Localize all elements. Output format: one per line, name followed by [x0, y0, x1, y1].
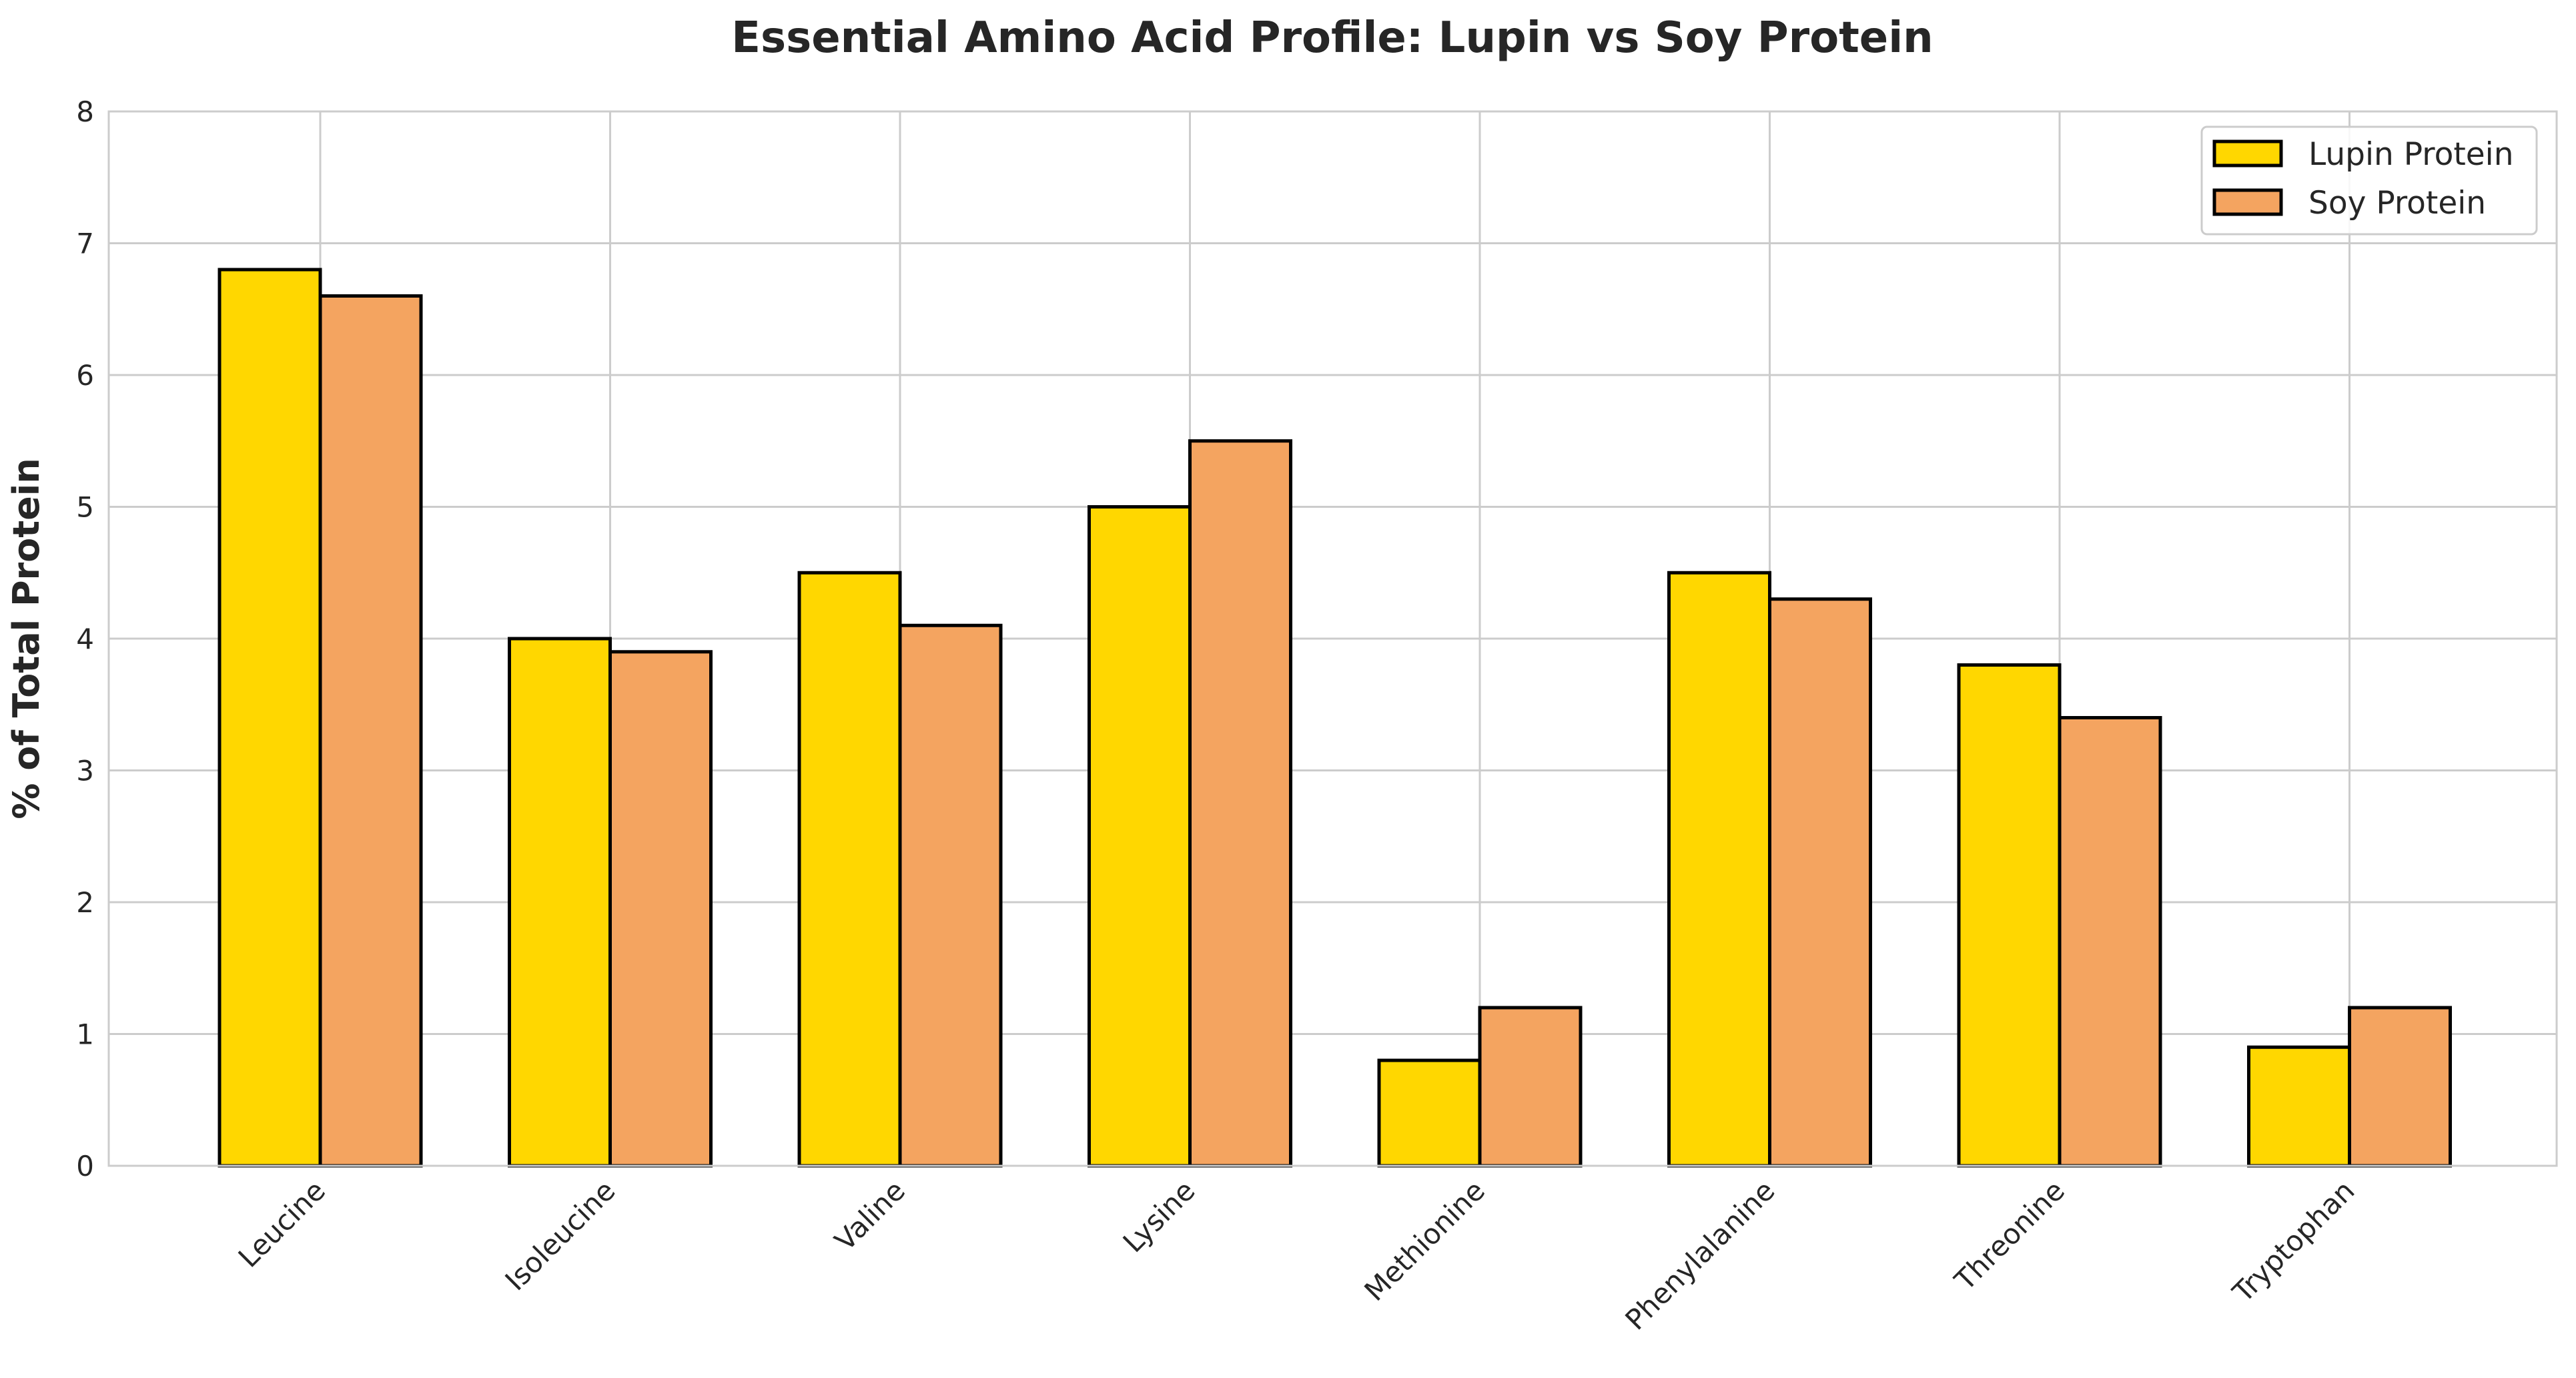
legend: Lupin Protein Soy Protein: [2200, 125, 2538, 236]
y-tick-label: 5: [76, 491, 94, 524]
bars: [218, 268, 2452, 1168]
lupin-bar-lysine: [1088, 505, 1192, 1168]
soy-bar-leucine: [318, 294, 423, 1168]
x-tick-label: Methionine: [1358, 1174, 1491, 1307]
x-tick-label: Isoleucine: [499, 1174, 622, 1297]
y-tick-label: 6: [76, 359, 94, 392]
soy-bar-phenylalanine: [1768, 597, 1872, 1168]
y-tick-label: 3: [76, 755, 94, 787]
lupin-bar-leucine: [218, 268, 322, 1168]
grid: [109, 110, 2557, 1167]
plot-frame: [107, 110, 2558, 1167]
x-tick-label: Leucine: [232, 1174, 332, 1273]
y-axis-ticks: 0 1 2 3 4 5 6 7 8: [76, 95, 94, 1182]
soy-bar-threonine: [2058, 716, 2162, 1168]
soy-bar-lysine: [1188, 439, 1292, 1168]
lupin-bar-valine: [797, 571, 902, 1168]
soy-bar-valine: [898, 623, 1003, 1168]
x-tick-label: Valine: [829, 1174, 911, 1257]
lupin-bar-methionine: [1377, 1058, 1482, 1168]
x-tick-label: Lysine: [1117, 1174, 1202, 1259]
y-tick-label: 1: [76, 1018, 94, 1051]
y-axis-label: % of Total Protein: [5, 458, 47, 819]
legend-swatch-lupin: [2212, 139, 2283, 167]
lupin-bar-tryptophan: [2247, 1045, 2351, 1168]
soy-bar-methionine: [1478, 1006, 1583, 1168]
x-tick-label: Threonine: [1948, 1174, 2071, 1297]
lupin-bar-isoleucine: [508, 637, 612, 1168]
y-tick-label: 0: [76, 1150, 94, 1182]
y-tick-label: 8: [76, 95, 94, 128]
y-tick-label: 7: [76, 228, 94, 260]
x-tick-label: Tryptophan: [2226, 1174, 2360, 1309]
lupin-bar-threonine: [1957, 663, 2062, 1168]
lupin-bar-phenylalanine: [1667, 571, 1771, 1168]
y-tick-label: 2: [76, 886, 94, 919]
legend-label-lupin: Lupin Protein: [2308, 136, 2514, 173]
x-tick-label: Phenylalanine: [1619, 1174, 1781, 1336]
legend-label-soy: Soy Protein: [2308, 185, 2486, 222]
soy-bar-tryptophan: [2348, 1006, 2452, 1168]
legend-frame: [2200, 125, 2538, 236]
chart-title: Essential Amino Acid Profile: Lupin vs S…: [731, 13, 1933, 63]
soy-bar-isoleucine: [608, 650, 713, 1168]
legend-swatch-soy: [2212, 188, 2283, 216]
y-tick-label: 4: [76, 623, 94, 655]
x-axis-ticks: Leucine Isoleucine Valine Lysine Methionine P…: [232, 1174, 2361, 1336]
